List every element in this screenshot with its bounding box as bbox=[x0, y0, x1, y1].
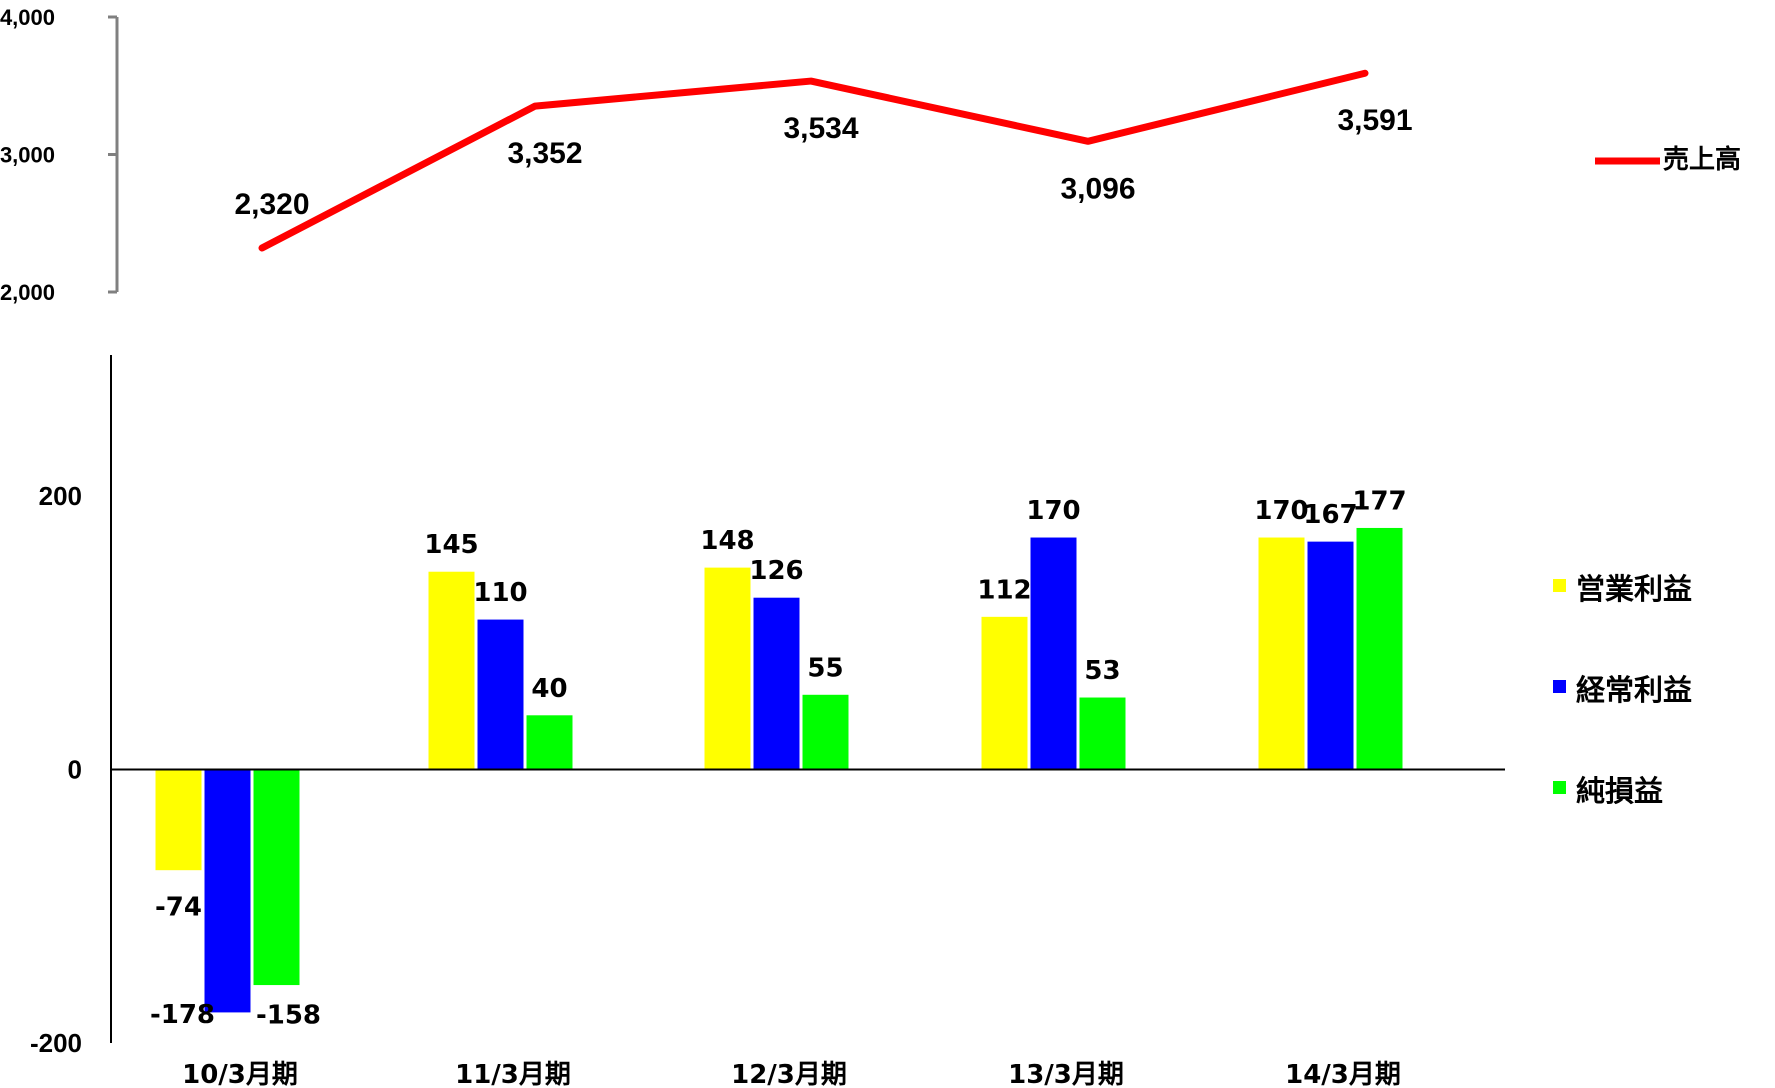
bar bbox=[1306, 540, 1355, 770]
x-tick-label: 10/3月期 bbox=[182, 1060, 298, 1088]
bar-data-label: 170 bbox=[1026, 496, 1080, 526]
bar bbox=[1257, 536, 1306, 771]
bar-y-axis: -200 0 200 bbox=[30, 355, 112, 1058]
bar bbox=[801, 693, 850, 770]
bars bbox=[154, 526, 1404, 1014]
line-y-tick-label: 4,000 bbox=[0, 5, 55, 30]
bar-data-label: 177 bbox=[1352, 486, 1406, 516]
x-tick-label: 13/3月期 bbox=[1008, 1060, 1124, 1088]
bar bbox=[525, 714, 574, 770]
sales-data-label: 3,534 bbox=[783, 112, 858, 145]
legend-sales-label: 売上高 bbox=[1663, 144, 1741, 174]
line-y-tick-label: 2,000 bbox=[0, 280, 55, 305]
legend-swatch bbox=[1553, 781, 1566, 794]
x-tick-label: 14/3月期 bbox=[1285, 1060, 1401, 1088]
legend-swatch bbox=[1553, 579, 1566, 592]
sales-data-label: 3,096 bbox=[1060, 172, 1135, 205]
bar bbox=[703, 566, 752, 770]
bar-y-tick-label: 0 bbox=[68, 755, 82, 785]
legend-item: 営業利益 bbox=[1553, 572, 1692, 606]
sales-data-label: 2,320 bbox=[234, 188, 309, 221]
bar-data-label: 40 bbox=[531, 674, 567, 704]
x-tick-label: 12/3月期 bbox=[731, 1060, 847, 1088]
legend-item: 純損益 bbox=[1553, 775, 1663, 808]
bar-y-tick-label: -200 bbox=[30, 1028, 82, 1058]
legend-label: 経常利益 bbox=[1576, 673, 1692, 707]
legend-sales: 売上高 bbox=[1595, 144, 1741, 174]
bar bbox=[980, 615, 1029, 771]
line-y-tick-label: 3,000 bbox=[0, 143, 55, 168]
line-y-axis: 2,000 3,000 4,000 bbox=[0, 5, 119, 305]
bar bbox=[1029, 536, 1078, 771]
bar-data-label: -158 bbox=[256, 1001, 321, 1031]
bar-data-label: 167 bbox=[1303, 500, 1357, 530]
bar bbox=[427, 570, 476, 771]
x-tick-label: 11/3月期 bbox=[455, 1060, 571, 1088]
bar-data-label: 55 bbox=[807, 653, 843, 683]
bar-data-label: -178 bbox=[150, 1000, 215, 1030]
bar bbox=[476, 618, 525, 771]
legend-swatch bbox=[1553, 680, 1566, 693]
legend-label: 純損益 bbox=[1576, 775, 1663, 808]
bar bbox=[154, 769, 203, 872]
sales-data-label: 3,352 bbox=[507, 137, 582, 170]
x-axis-labels: 10/3月期 11/3月期 12/3月期 13/3月期 14/3月期 bbox=[182, 1060, 1401, 1088]
bar bbox=[1355, 526, 1404, 771]
bar-data-label: 148 bbox=[700, 526, 754, 556]
bar-data-label: 112 bbox=[977, 575, 1031, 605]
sales-line bbox=[258, 69, 1369, 252]
bar bbox=[252, 769, 301, 987]
bar-data-label: 170 bbox=[1254, 496, 1308, 526]
bar-data-label: 110 bbox=[473, 578, 527, 608]
bar-data-label: 53 bbox=[1084, 656, 1120, 686]
bar-data-label: 126 bbox=[749, 556, 803, 586]
bar-data-label: -74 bbox=[155, 893, 202, 923]
bar bbox=[203, 769, 252, 1014]
legend-item: 経常利益 bbox=[1553, 673, 1692, 707]
legend-label: 営業利益 bbox=[1576, 572, 1692, 606]
bar bbox=[1078, 696, 1127, 771]
bar-data-label: 145 bbox=[424, 530, 478, 560]
sales-data-label: 3,591 bbox=[1337, 104, 1412, 137]
bar bbox=[752, 596, 801, 770]
bar-y-tick-label: 200 bbox=[39, 481, 82, 511]
